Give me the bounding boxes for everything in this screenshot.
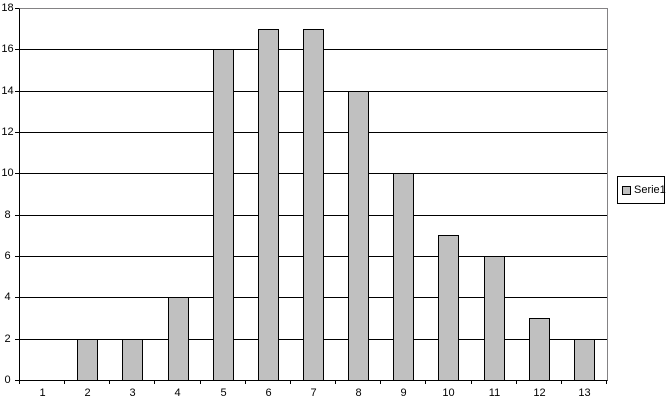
x-axis-tick: [471, 380, 472, 384]
x-axis-label: 2: [84, 387, 91, 399]
plot-area: [19, 8, 608, 381]
bar[interactable]: [529, 318, 550, 380]
bar[interactable]: [77, 338, 98, 380]
x-axis-label: 4: [174, 387, 181, 399]
bar[interactable]: [484, 256, 505, 380]
y-axis-label: 10: [1, 167, 14, 180]
y-axis-tick: [15, 380, 19, 381]
y-axis-tick: [15, 49, 19, 51]
y-axis-label: 2: [4, 332, 11, 345]
bar[interactable]: [213, 49, 234, 380]
x-axis-tick: [245, 380, 246, 384]
x-axis-tick: [19, 380, 20, 384]
y-axis-tick: [15, 297, 19, 299]
x-axis-tick: [425, 380, 426, 384]
bar[interactable]: [168, 297, 189, 380]
y-axis-tick: [15, 90, 19, 92]
x-axis-tick: [516, 380, 517, 384]
series-marker-icon: [622, 185, 631, 195]
bar[interactable]: [348, 90, 369, 380]
bar[interactable]: [574, 338, 595, 380]
x-axis-label: 13: [578, 387, 591, 399]
x-axis-tick: [109, 380, 110, 384]
x-axis-label: 11: [488, 387, 501, 399]
bar[interactable]: [258, 28, 279, 380]
y-axis-label: 12: [1, 126, 14, 138]
bar[interactable]: [303, 28, 324, 380]
x-axis-label: 3: [129, 387, 136, 399]
x-axis-label: 10: [442, 387, 455, 399]
x-axis-label: 8: [355, 387, 362, 399]
x-axis-label: 5: [220, 387, 227, 399]
y-axis-tick: [15, 8, 19, 9]
x-axis-label: 1: [39, 387, 46, 399]
legend[interactable]: Serie1: [617, 176, 666, 204]
x-axis-tick: [561, 380, 562, 384]
y-axis-tick: [15, 132, 19, 133]
bar[interactable]: [393, 173, 414, 380]
x-axis-tick: [64, 380, 65, 384]
bar[interactable]: [438, 235, 459, 380]
x-axis-tick: [380, 380, 381, 384]
x-axis-tick: [606, 380, 607, 384]
y-axis-tick: [15, 214, 19, 216]
y-axis-label: 14: [1, 84, 14, 97]
x-axis-tick: [290, 380, 291, 384]
y-axis-label: 16: [1, 43, 14, 56]
x-axis-label: 12: [533, 387, 546, 399]
x-axis-label: 6: [265, 387, 272, 399]
y-axis-label: 0: [4, 374, 11, 386]
legend-label: Serie1: [634, 184, 666, 196]
y-axis-tick: [15, 338, 19, 340]
x-axis-tick: [154, 380, 155, 384]
x-axis-label: 7: [310, 387, 317, 399]
bar[interactable]: [122, 338, 143, 380]
y-axis-tick: [15, 173, 19, 175]
y-axis-tick: [15, 256, 19, 257]
y-axis-label: 8: [4, 208, 11, 221]
y-axis-label: 4: [4, 291, 11, 304]
y-axis-label: 18: [1, 2, 14, 14]
x-axis-label: 9: [400, 387, 407, 399]
x-axis-tick: [200, 380, 201, 384]
y-axis-label: 6: [4, 250, 11, 262]
x-axis-tick: [335, 380, 336, 384]
